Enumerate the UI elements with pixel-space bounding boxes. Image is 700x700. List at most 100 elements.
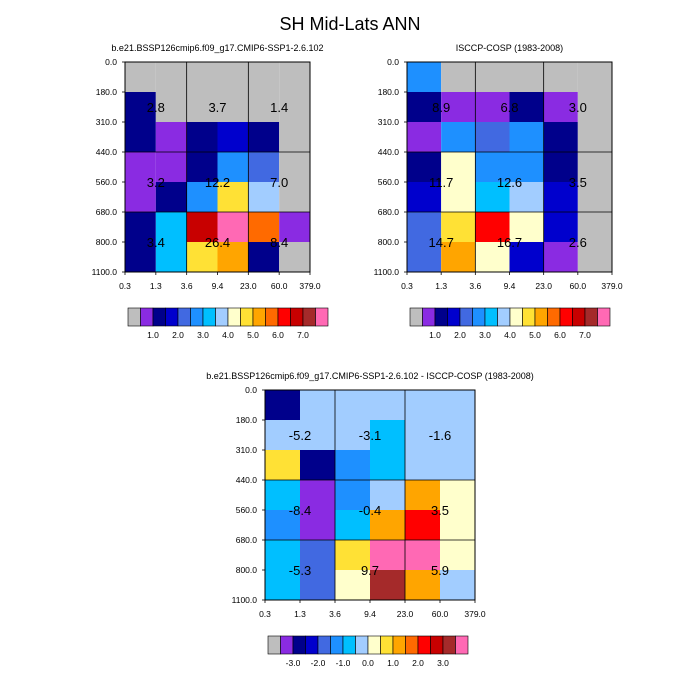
quadrant-value-label: 11.7 bbox=[429, 175, 453, 190]
heatmap-cell bbox=[279, 182, 310, 212]
heatmap-cell bbox=[125, 62, 156, 92]
colorbar-swatch bbox=[547, 307, 561, 327]
x-tick-label: 379.0 bbox=[601, 281, 623, 291]
heatmap-cell bbox=[335, 450, 370, 480]
quadrant-value-label: 8.9 bbox=[432, 100, 450, 115]
heatmap-cell bbox=[543, 92, 578, 122]
quadrant-value-label: 2.6 bbox=[569, 235, 587, 250]
heatmap-cell bbox=[370, 390, 405, 420]
heatmap-cell bbox=[577, 182, 612, 212]
heatmap-cell bbox=[509, 62, 544, 92]
heatmap-cell bbox=[440, 450, 475, 480]
heatmap-cell bbox=[186, 122, 218, 152]
heatmap-cell bbox=[265, 570, 300, 600]
colorbar-swatch bbox=[534, 307, 548, 327]
quadrant-value-label: 9.7 bbox=[361, 563, 379, 578]
heatmap-cell bbox=[475, 152, 510, 182]
colorbar-label: 2.0 bbox=[412, 658, 424, 668]
quadrant-value-label: 16.7 bbox=[497, 235, 522, 250]
quadrant-value-label: -0.4 bbox=[359, 503, 381, 518]
colorbar-swatch bbox=[290, 307, 304, 327]
colorbar-swatch bbox=[409, 307, 423, 327]
colorbar-swatch bbox=[190, 307, 204, 327]
heatmap-cell bbox=[475, 62, 510, 92]
heatmap-cell bbox=[217, 152, 249, 182]
y-tick-label: 680.0 bbox=[96, 207, 118, 217]
x-tick-label: 1.3 bbox=[294, 609, 306, 619]
y-tick-label: 800.0 bbox=[236, 565, 258, 575]
x-tick-label: 9.4 bbox=[504, 281, 516, 291]
heatmap-cell bbox=[248, 62, 280, 92]
heatmap-cell bbox=[543, 62, 578, 92]
panel-title: b.e21.BSSP126cmip6.f09_g17.CMIP6-SSP1-2.… bbox=[206, 371, 534, 381]
heatmap-cell bbox=[577, 212, 612, 242]
colorbar-swatch bbox=[177, 307, 191, 327]
colorbar-swatch bbox=[330, 635, 344, 655]
colorbar-swatch bbox=[434, 307, 448, 327]
heatmap-cell bbox=[509, 122, 544, 152]
heatmap-cell bbox=[217, 242, 249, 272]
heatmap-cell bbox=[407, 122, 442, 152]
heatmap-cell bbox=[279, 62, 310, 92]
x-tick-label: 1.3 bbox=[435, 281, 447, 291]
heatmap-cell bbox=[155, 122, 187, 152]
colorbar-swatch bbox=[317, 635, 331, 655]
heatmap-cell bbox=[475, 122, 510, 152]
colorbar-label: 2.0 bbox=[454, 330, 466, 340]
heatmap-cell bbox=[405, 390, 440, 420]
heatmap-cell bbox=[405, 570, 440, 600]
heatmap-cell bbox=[248, 242, 280, 272]
heatmap-cell bbox=[577, 62, 612, 92]
colorbar-swatch bbox=[292, 635, 306, 655]
heatmap-cell bbox=[577, 242, 612, 272]
colorbar: 1.0 2.0 3.0 4.0 5.0 6.0 7.0 bbox=[127, 307, 329, 340]
y-tick-label: 1100.0 bbox=[92, 267, 118, 277]
heatmap-cell bbox=[441, 152, 476, 182]
y-tick-label: 440.0 bbox=[236, 475, 258, 485]
heatmap-cell bbox=[440, 570, 475, 600]
heatmap-cell bbox=[440, 540, 475, 570]
heatmap-cell bbox=[577, 92, 612, 122]
colorbar-label: -1.0 bbox=[336, 658, 351, 668]
y-tick-label: 180.0 bbox=[236, 415, 258, 425]
heatmap-cell bbox=[509, 212, 544, 242]
heatmap-cell bbox=[217, 62, 249, 92]
colorbar-label: 1.0 bbox=[147, 330, 159, 340]
colorbar: 1.0 2.0 3.0 4.0 5.0 6.0 7.0 bbox=[409, 307, 611, 340]
heatmap-cell bbox=[248, 212, 280, 242]
x-tick-label: 1.3 bbox=[150, 281, 162, 291]
x-tick-label: 0.3 bbox=[259, 609, 271, 619]
heatmap-cell bbox=[155, 212, 187, 242]
x-tick-label: 23.0 bbox=[535, 281, 552, 291]
heatmap-cell bbox=[475, 212, 510, 242]
heatmap-cell bbox=[335, 390, 370, 420]
heatmap-cell bbox=[441, 122, 476, 152]
quadrant-value-label: 12.6 bbox=[497, 175, 522, 190]
y-tick-label: 0.0 bbox=[105, 57, 117, 67]
heatmap-cell bbox=[248, 152, 280, 182]
colorbar-label: -3.0 bbox=[286, 658, 301, 668]
y-tick-label: 310.0 bbox=[236, 445, 258, 455]
quadrant-value-label: 3.4 bbox=[147, 235, 165, 250]
colorbar-swatch bbox=[442, 635, 456, 655]
colorbar-swatch bbox=[355, 635, 369, 655]
heatmap-cell bbox=[335, 420, 370, 450]
heatmap-cell bbox=[335, 540, 370, 570]
y-tick-label: 0.0 bbox=[387, 57, 399, 67]
heatmap-cell bbox=[279, 242, 310, 272]
heatmap-cell bbox=[265, 420, 300, 450]
heatmap-cell bbox=[407, 62, 442, 92]
heatmap-cell bbox=[186, 212, 218, 242]
colorbar-swatch bbox=[447, 307, 461, 327]
colorbar-swatch bbox=[202, 307, 216, 327]
colorbar-swatch bbox=[559, 307, 573, 327]
heatmap-cell bbox=[475, 242, 510, 272]
colorbar-label: 4.0 bbox=[504, 330, 516, 340]
colorbar-swatch bbox=[280, 635, 294, 655]
colorbar-label: 2.0 bbox=[172, 330, 184, 340]
heatmap-cell bbox=[155, 242, 187, 272]
heatmap-cell bbox=[248, 122, 280, 152]
heatmap-cell bbox=[155, 62, 187, 92]
x-tick-label: 23.0 bbox=[397, 609, 414, 619]
